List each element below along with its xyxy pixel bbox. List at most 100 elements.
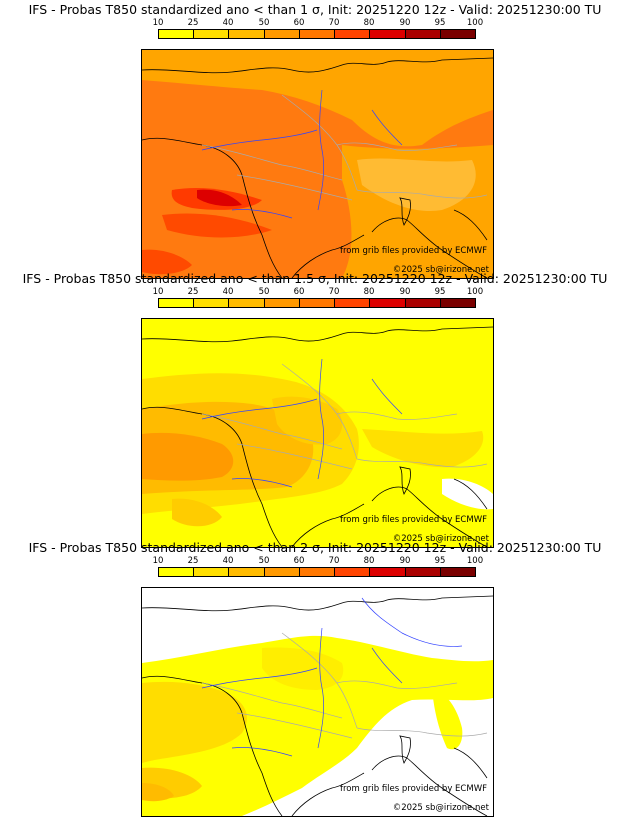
no-probability-area (442, 478, 493, 510)
copyright-credit: ©2025 sb@irizone.net (392, 534, 489, 544)
colorbar-segment (335, 568, 371, 576)
probability-map: from grib files provided by ECMWF ©2025 … (141, 318, 494, 548)
colorbar-segment (159, 299, 195, 307)
coastlines (142, 326, 493, 547)
colorbar-tick: 80 (363, 18, 375, 28)
probability-field-80-90 (197, 189, 242, 207)
colorbar (158, 298, 476, 308)
probability-map: from grib files provided by ECMWF ©2025 … (141, 587, 494, 817)
colorbar-tick: 60 (293, 556, 305, 566)
colorbar-tick: 90 (399, 18, 411, 28)
colorbar-segment (299, 30, 336, 38)
rivers (201, 358, 403, 488)
country-borders (201, 94, 488, 201)
colorbar-segment (229, 299, 265, 307)
colorbar-tick: 10 (152, 18, 164, 28)
probability-field-25-40 (142, 681, 247, 763)
colorbar-tick: 100 (466, 556, 484, 566)
panel-1: IFS - Probas T850 standardized ano < tha… (0, 2, 630, 279)
colorbar-segment (405, 299, 441, 307)
colorbar-tick: 10 (152, 556, 164, 566)
colorbar-tick: 95 (434, 556, 446, 566)
panel-3: IFS - Probas T850 standardized ano < tha… (0, 540, 630, 817)
panel-title: IFS - Probas T850 standardized ano < tha… (22, 271, 608, 286)
colorbar-tick: 70 (328, 287, 340, 297)
colorbar-segment (370, 299, 406, 307)
probability-field-10-25 (432, 688, 463, 750)
colorbar-tick: 95 (434, 287, 446, 297)
colorbar-segment (159, 568, 195, 576)
probability-field-25-40 (362, 429, 484, 468)
probability-field-40-50 (357, 158, 476, 211)
colorbar-tick: 40 (222, 556, 234, 566)
colorbar-tick: 60 (293, 287, 305, 297)
probability-field-70-80 (142, 249, 192, 275)
colorbar-tick: 70 (328, 556, 340, 566)
country-borders (201, 363, 488, 470)
colorbar-tick: 90 (399, 287, 411, 297)
colorbar-ticks: 10 25 40 50 60 70 80 90 95 100 (153, 287, 484, 297)
map-canvas (142, 319, 493, 547)
colorbar-segment (264, 568, 300, 576)
panel-2: IFS - Probas T850 standardized ano < tha… (0, 271, 630, 548)
colorbar-ticks: 10 25 40 50 60 70 80 90 95 100 (153, 556, 484, 566)
colorbar-tick: 80 (363, 556, 375, 566)
colorbar-segment (159, 30, 195, 38)
data-source-credit: from grib files provided by ECMWF (340, 784, 487, 794)
colorbar-tick: 25 (187, 287, 199, 297)
copyright-credit: ©2025 sb@irizone.net (392, 803, 489, 813)
colorbar-tick: 100 (466, 18, 484, 28)
colorbar-tick: 60 (293, 18, 305, 28)
colorbar-segment (194, 299, 230, 307)
colorbar-segment (440, 568, 475, 576)
colorbar-tick: 25 (187, 556, 199, 566)
probability-field-25-40 (172, 498, 222, 527)
colorbar-segment (299, 299, 336, 307)
colorbar-tick: 50 (258, 556, 270, 566)
colorbar-segment (335, 30, 371, 38)
map-canvas (142, 588, 493, 816)
colorbar-segment (405, 568, 441, 576)
colorbar-segment (264, 299, 300, 307)
panel-title: IFS - Probas T850 standardized ano < tha… (28, 540, 602, 555)
colorbar-tick: 40 (222, 18, 234, 28)
coastlines (142, 57, 493, 278)
probability-field-50-60 (142, 50, 493, 147)
colorbar-tick: 100 (466, 287, 484, 297)
panel-title: IFS - Probas T850 standardized ano < tha… (28, 2, 602, 17)
colorbar-segment (335, 299, 371, 307)
rivers (201, 89, 403, 219)
colorbar-segment (194, 568, 230, 576)
colorbar-segment (194, 30, 230, 38)
rivers (201, 597, 463, 757)
probability-field-10-25 (142, 635, 493, 816)
probability-field-50-60 (142, 432, 234, 481)
country-borders (201, 632, 488, 739)
colorbar (158, 567, 476, 577)
colorbar-tick: 50 (258, 18, 270, 28)
data-source-credit: from grib files provided by ECMWF (340, 515, 487, 525)
copyright-credit: ©2025 sb@irizone.net (392, 265, 489, 275)
colorbar-tick: 80 (363, 287, 375, 297)
colorbar-segment (440, 30, 475, 38)
coastlines (142, 595, 493, 816)
probability-field-25-40 (272, 396, 343, 445)
colorbar-tick: 95 (434, 18, 446, 28)
colorbar-segment (405, 30, 441, 38)
colorbar (158, 29, 476, 39)
colorbar-segment (299, 568, 336, 576)
colorbar-tick: 10 (152, 287, 164, 297)
colorbar-segment (440, 299, 475, 307)
colorbar-segment (229, 568, 265, 576)
data-source-credit: from grib files provided by ECMWF (340, 246, 487, 256)
colorbar-segment (229, 30, 265, 38)
map-canvas (142, 50, 493, 278)
probability-field-10-25 (262, 647, 344, 690)
colorbar-tick: 25 (187, 18, 199, 28)
colorbar-ticks: 10 25 40 50 60 70 80 90 95 100 (153, 18, 484, 28)
probability-field-70-80 (162, 213, 272, 238)
probability-field-40-50 (142, 783, 174, 802)
colorbar-tick: 50 (258, 287, 270, 297)
colorbar-tick: 90 (399, 556, 411, 566)
colorbar-segment (264, 30, 300, 38)
